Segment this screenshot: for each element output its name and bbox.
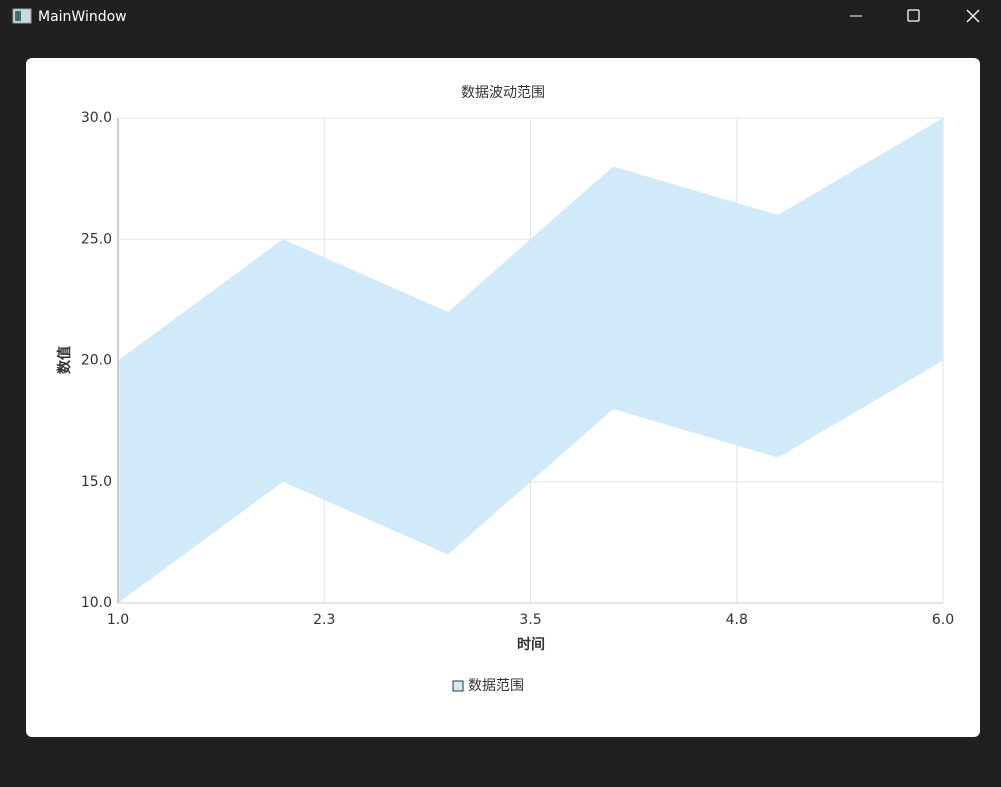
x-tick-label: 4.8 <box>726 612 748 628</box>
chart-title: 数据波动范围 <box>461 84 545 101</box>
range-area <box>118 118 943 603</box>
maximize-button[interactable] <box>907 9 920 22</box>
x-axis-label: 时间 <box>517 636 545 653</box>
legend-swatch <box>452 680 464 692</box>
x-tick-label: 2.3 <box>313 612 335 628</box>
x-tick-label: 3.5 <box>519 612 541 628</box>
plot: 10.0 15.0 20.0 25.0 30.0 1.0 2.3 3.5 4.8 6.0 数据范围 <box>81 110 954 694</box>
y-tick-label: 30.0 <box>81 110 112 126</box>
legend-label: 数据范围 <box>468 677 524 694</box>
window-title: MainWindow <box>38 9 127 25</box>
y-tick-label: 25.0 <box>81 231 112 247</box>
x-tick-label: 1.0 <box>107 612 129 628</box>
x-tick-label: 6.0 <box>932 612 954 628</box>
y-tick-label: 20.0 <box>81 353 112 369</box>
y-axis-label: 数值 <box>56 346 73 374</box>
close-button[interactable] <box>966 9 980 23</box>
y-tick-label: 10.0 <box>81 595 112 611</box>
y-tick-label: 15.0 <box>81 474 112 490</box>
app-icon <box>12 8 32 24</box>
